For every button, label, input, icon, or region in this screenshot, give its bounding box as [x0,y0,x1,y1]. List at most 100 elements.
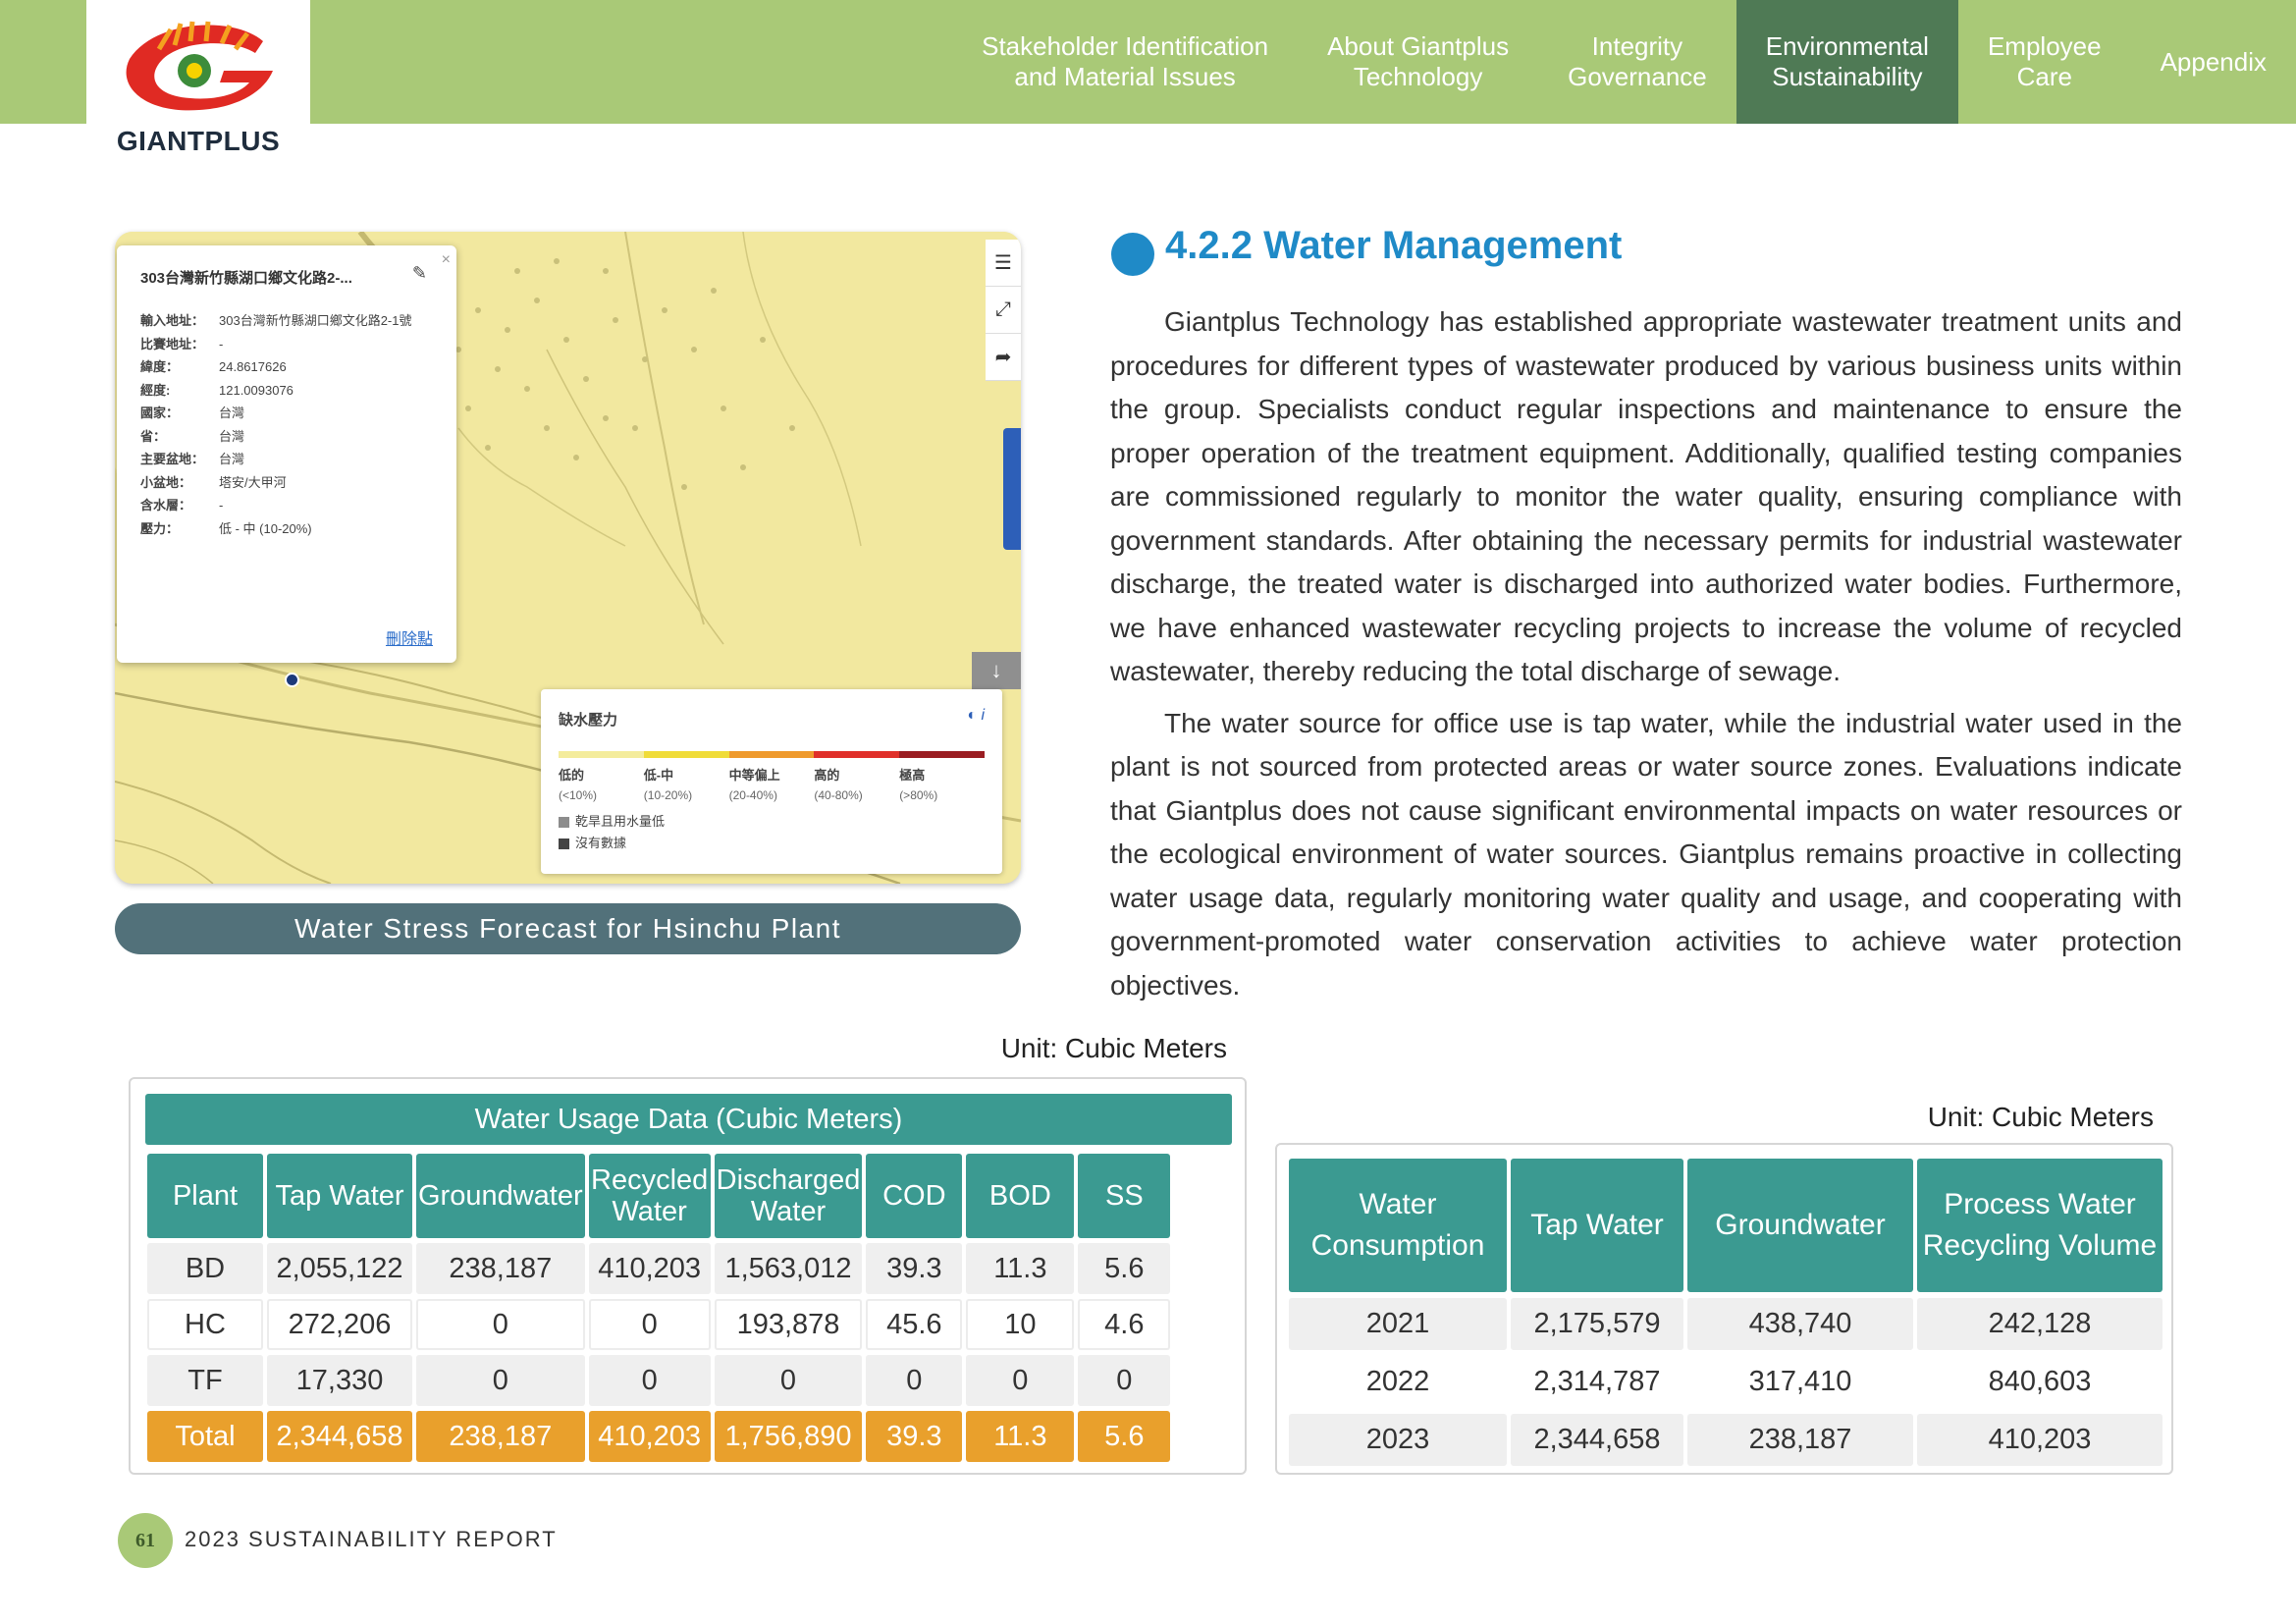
logo-text: GIANTPLUS [116,126,281,156]
table-row: HC 272,206 0 0 193,878 45.6 10 4.6 [147,1299,1171,1350]
legend-level-label: 中等偏上 [728,768,780,783]
legend-level-range: (20-40%) [728,788,777,802]
popup-key: 輸入地址： [140,313,205,328]
legend-level-range: (40-80%) [814,788,863,802]
arrow-down-icon[interactable]: ↓ [972,652,1021,689]
column-header: Plant [147,1154,263,1238]
nav-employee[interactable]: Employee Care [1987,31,2102,91]
legend-level-range: (>80%) [899,788,938,802]
popup-key: 含水層： [140,498,192,513]
popup-value: 303台灣新竹縣湖口鄉文化路2-1號 [219,313,412,328]
table-cell: 410,203 [1917,1414,2163,1466]
nav-stakeholder[interactable]: Stakeholder Identification and Material … [982,31,1269,91]
legend-level: 極高 (>80%) [899,766,985,805]
column-header: Groundwater [1687,1159,1913,1292]
page-number: 61 [118,1513,173,1568]
location-pin-icon[interactable] [285,673,299,687]
legend-color-bar [559,751,985,758]
location-popup: 303台灣新竹縣湖口鄉文化路2-... ✎ × 輸入地址： 303台灣新竹縣湖口鄉… [117,245,456,663]
table-cell: 0 [588,1299,711,1350]
table-cell: 2,175,579 [1511,1298,1683,1350]
table-total-row: Total 2,344,658 238,187 410,203 1,756,89… [147,1411,1171,1462]
section-title: 4.2.2 Water Management [1165,224,1623,267]
table-cell: 0 [588,1355,711,1406]
popup-row: 經度: 121.0093076 [140,379,433,403]
popup-row: 小盆地： 塔安/大甲河 [140,471,433,495]
nav-about[interactable]: About Giantplus Technology [1327,31,1510,91]
table-cell: 11.3 [966,1243,1075,1294]
total-cell: 2,344,658 [267,1411,412,1462]
popup-value: 121.0093076 [219,382,294,398]
delete-point-link[interactable]: 刪除點 [385,631,433,648]
table-row: 2021 2,175,579 438,740 242,128 [1289,1298,2163,1350]
popup-key: 經度: [140,382,171,398]
table-row: BD 2,055,122 238,187 410,203 1,563,012 3… [147,1243,1171,1294]
column-header: Tap Water [267,1154,412,1238]
popup-row: 國家： 台灣 [140,402,433,425]
table-row: 2022 2,314,787 317,410 840,603 [1289,1356,2163,1408]
legend-level: 高的 (40-80%) [814,766,899,805]
water-consumption-table: Water Consumption Tap Water Groundwater … [1285,1153,2166,1472]
usage-table-title: Water Usage Data (Cubic Meters) [145,1094,1232,1145]
legend-toggle-icon[interactable]: ◐ i [967,707,985,724]
total-cell: 410,203 [588,1411,711,1462]
nav-appendix[interactable]: Appendix [2160,46,2267,77]
table-cell: 45.6 [866,1299,963,1350]
table-cell: 0 [966,1355,1075,1406]
layers-icon[interactable]: ☰ [986,240,1021,287]
nav-integrity[interactable]: Integrity Governance [1568,31,1707,91]
table-cell: 317,410 [1687,1356,1913,1408]
legend-level-label: 低-中 [643,768,674,783]
popup-key: 壓力： [140,520,180,536]
share-icon[interactable]: ➦ [986,334,1021,381]
popup-key: 比賽地址： [140,336,205,352]
table-cell: 242,128 [1917,1298,2163,1350]
popup-value: 台灣 [219,428,245,444]
table-cell: 0 [714,1355,863,1406]
usage-table-unit: Unit: Cubic Meters [1000,1033,1227,1063]
close-icon[interactable]: × [441,251,451,268]
popup-key: 主要盆地： [140,452,205,466]
legend-level-label: 高的 [814,768,840,783]
legend-note-label: 沒有數據 [575,836,627,850]
legend-title: 缺水壓力 [559,712,618,729]
popup-row: 含水層： - [140,494,433,517]
logo[interactable]: GIANTPLUS [86,0,310,165]
nav-environmental[interactable]: Environmental Sustainability [1735,0,1958,124]
table-cell: 438,740 [1687,1298,1913,1350]
popup-row: 輸入地址： 303台灣新竹縣湖口鄉文化路2-1號 [140,309,433,333]
water-stress-map[interactable]: ☰ ⤢ ➦ ↓ 303台灣新竹縣湖口鄉文化路2-... ✎ × 輸入地址： 303… [115,232,1021,884]
table-header-row: Water Consumption Tap Water Groundwater … [1289,1159,2163,1292]
section-body: Giantplus Technology has established app… [1110,300,2182,1015]
table-cell: 0 [1078,1355,1171,1406]
map-side-panel-tab[interactable] [1003,428,1021,550]
top-navigation-bar: Stakeholder Identification and Material … [0,0,2296,124]
table-cell: 4.6 [1078,1299,1171,1350]
popup-title: 303台灣新竹縣湖口鄉文化路2-... [140,270,352,287]
report-title: 2023 SUSTAINABILITY REPORT [185,1527,558,1551]
total-cell: 238,187 [416,1411,585,1462]
table-cell: 193,878 [714,1299,863,1350]
collapse-icon[interactable]: ⤢ [986,287,1021,334]
consumption-table-unit: Unit: Cubic Meters [1927,1102,2154,1132]
water-usage-table: Plant Tap Water Groundwater Recycled Wat… [143,1149,1174,1467]
table-cell: BD [147,1243,263,1294]
popup-value: 台灣 [219,406,245,420]
table-cell: 238,187 [1687,1414,1913,1466]
popup-value: - [219,498,224,513]
legend-swatch [899,751,985,758]
total-cell: 39.3 [866,1411,963,1462]
popup-value: 台灣 [219,452,245,466]
water-usage-table-card: Water Usage Data (Cubic Meters) Plant Ta… [129,1077,1247,1475]
table-cell: 2023 [1289,1414,1507,1466]
map-caption: Water Stress Forecast for Hsinchu Plant [115,903,1021,954]
paragraph: The water source for office use is tap w… [1110,707,2182,1001]
table-cell: 5.6 [1078,1243,1171,1294]
pencil-icon[interactable]: ✎ [411,263,427,283]
total-cell: 11.3 [966,1411,1075,1462]
popup-details: 輸入地址： 303台灣新竹縣湖口鄉文化路2-1號 比賽地址： - 緯度： 24.861… [140,309,433,540]
table-cell: 238,187 [416,1243,585,1294]
column-header: Tap Water [1511,1159,1683,1292]
water-consumption-table-card: Water Consumption Tap Water Groundwater … [1275,1143,2173,1475]
table-cell: 272,206 [267,1299,412,1350]
